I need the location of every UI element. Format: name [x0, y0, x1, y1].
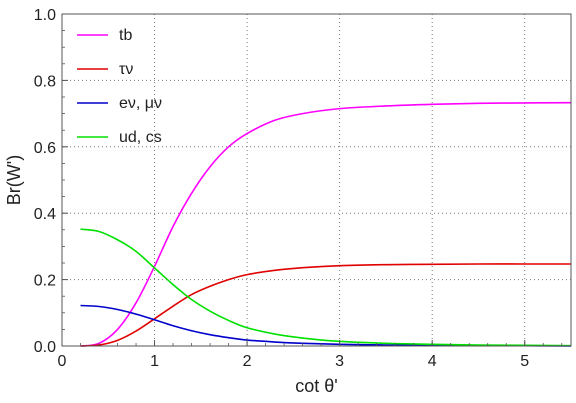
- x-tick-label: 4: [428, 353, 437, 370]
- y-axis-label: Br(W'): [4, 155, 24, 205]
- x-tick-label: 2: [243, 353, 252, 370]
- legend-label-2: eν, μν: [119, 95, 162, 112]
- y-tick-label: 1.0: [34, 7, 56, 24]
- series-line-0: [80, 101, 572, 347]
- y-tick-label: 0.4: [34, 206, 56, 223]
- ticks-group: 0 1 2 3 4 5 0.0 0.2 0.4 0.6 0.8 1.0: [34, 7, 563, 370]
- legend-label-1: τν: [119, 61, 133, 78]
- y-tick-label: 0.8: [34, 73, 56, 90]
- series-line-2: [80, 304, 572, 347]
- series-line-3: [80, 228, 572, 347]
- y-tick-label: 0.2: [34, 273, 56, 290]
- x-tick-label: 3: [335, 353, 344, 370]
- series-line-1: [80, 263, 571, 347]
- x-axis-label: cot θ': [295, 376, 337, 396]
- legend-label-3: ud, cs: [119, 129, 162, 146]
- y-tick-label: 0.0: [34, 339, 56, 356]
- plot-frame: [61, 13, 572, 347]
- x-tick-label: 0: [58, 353, 67, 370]
- grid: [62, 14, 571, 346]
- legend: tb τν eν, μν ud, cs: [77, 27, 162, 146]
- series-group: [80, 101, 572, 347]
- x-tick-label: 1: [150, 353, 159, 370]
- x-tick-label: 5: [520, 353, 529, 370]
- y-tick-label: 0.6: [34, 140, 56, 157]
- legend-label-0: tb: [119, 27, 132, 44]
